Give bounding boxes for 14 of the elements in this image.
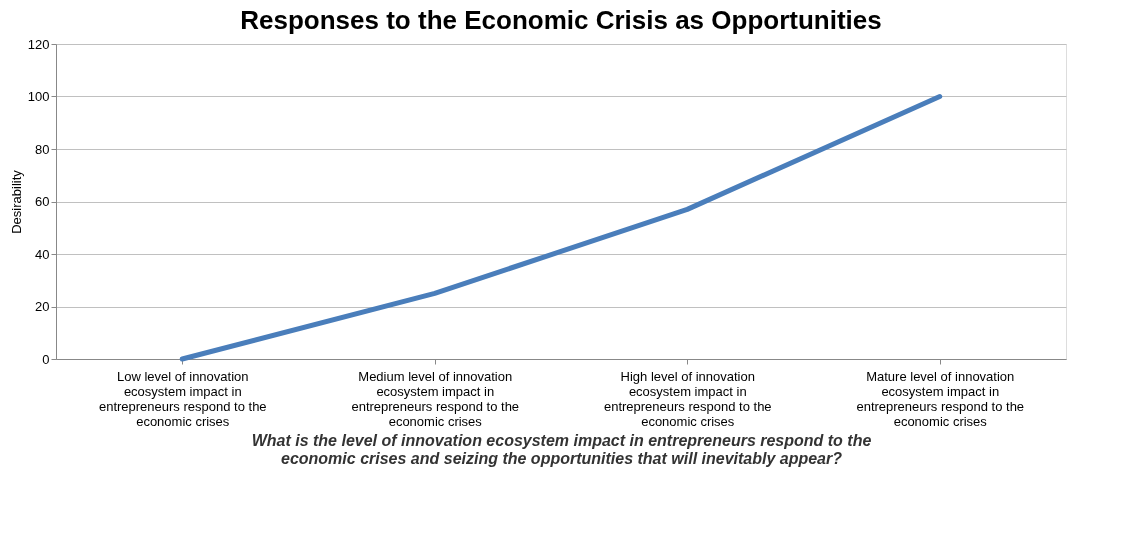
x-tick-label: Low level of innovation ecosystem impact in entrepreneurs respond to the economic crises: [98, 368, 267, 429]
y-tick-label: 120: [27, 36, 50, 52]
y-axis-title: Desirability: [8, 169, 24, 234]
y-tick-label: 0: [42, 351, 50, 367]
y-tick-label: 80: [35, 141, 50, 157]
y-tick-label: 20: [35, 299, 50, 314]
y-tick-label: 100: [27, 89, 50, 104]
x-tick-label: Mature level of innovation ecosystem impact in entrepreneurs respond to the economic crises: [856, 368, 1025, 429]
y-tick-label: 60: [35, 194, 50, 209]
chart-title: Responses to the Economic Crisis as Opportunities: [240, 5, 882, 35]
x-tick-label: Medium level of innovation ecosystem impact in entrepreneurs respond to the economic crises: [351, 368, 520, 429]
x-axis-title: What is the level of innovation ecosystem impact in entrepreneurs respond to the economic crises and seizing the opportunities that will inevitably appear?: [251, 431, 872, 467]
y-tick-label: 40: [35, 246, 50, 262]
x-tick-label: High level of innovation ecosystem impact in entrepreneurs respond to the economic crises: [603, 368, 772, 429]
